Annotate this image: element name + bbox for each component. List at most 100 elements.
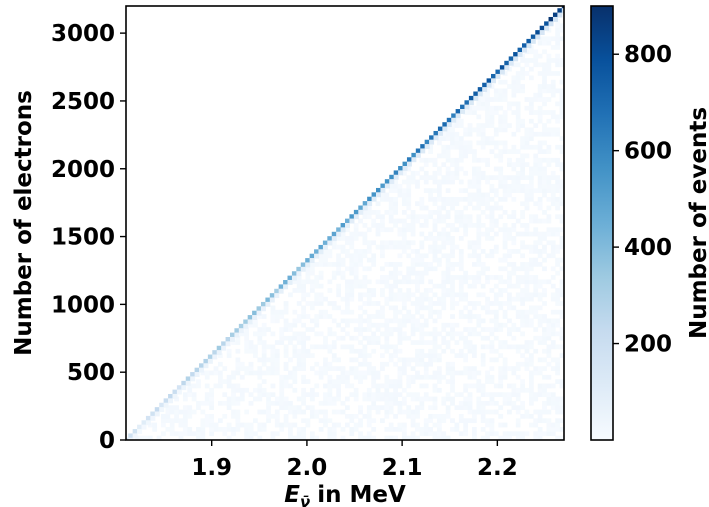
noise-cell [340, 344, 346, 350]
noise-cell [182, 396, 188, 402]
noise-cell [542, 36, 547, 42]
noise-cell [366, 314, 372, 319]
diagonal-edge-cell [398, 170, 404, 176]
noise-cell [524, 387, 530, 393]
noise-cell [428, 418, 433, 424]
noise-cell [305, 327, 311, 332]
diagonal-edge-cell [530, 38, 536, 44]
noise-cell [493, 231, 499, 237]
noise-cell [410, 314, 416, 319]
noise-cell [450, 253, 455, 259]
noise-cell [480, 405, 486, 411]
noise-cell [327, 249, 333, 254]
noise-cell [520, 405, 525, 411]
noise-cell [493, 327, 499, 332]
noise-cell [266, 366, 271, 371]
diagonal-edge-cell [561, 8, 564, 14]
diagonal-edge-cell [429, 139, 435, 145]
noise-cell [511, 223, 517, 228]
noise-cell [200, 422, 206, 428]
noise-cell [358, 253, 363, 259]
noise-cell [546, 227, 552, 233]
diagonal-cell [530, 34, 536, 40]
noise-cell [296, 283, 302, 289]
noise-cell [253, 348, 258, 354]
noise-cell [480, 435, 486, 440]
noise-cell [476, 331, 482, 337]
noise-cell [480, 105, 486, 111]
noise-cell [520, 188, 525, 194]
noise-cell [380, 223, 385, 228]
noise-cell [423, 426, 429, 432]
noise-cell [393, 283, 398, 289]
noise-cell [528, 383, 534, 389]
noise-cell [458, 288, 464, 293]
noise-cell [345, 279, 350, 285]
diagonal-cell [265, 297, 271, 303]
noise-cell [384, 318, 390, 324]
noise-cell [248, 435, 254, 440]
noise-cell [498, 327, 504, 332]
noise-cell [546, 71, 552, 76]
noise-cell [515, 231, 521, 237]
noise-cell [397, 231, 403, 237]
diagonal-cell [126, 437, 129, 440]
noise-cell [410, 327, 416, 332]
noise-cell [292, 370, 298, 376]
noise-cell [432, 201, 438, 207]
noise-cell [432, 400, 438, 406]
noise-cell [253, 418, 258, 424]
noise-cell [279, 396, 285, 402]
noise-cell [436, 231, 442, 237]
noise-cell [467, 218, 473, 224]
noise-cell [476, 257, 482, 263]
noise-cell [436, 435, 442, 440]
noise-cell [296, 331, 302, 337]
noise-cell [515, 183, 521, 189]
diagonal-edge-cell [389, 179, 395, 185]
noise-cell [555, 175, 561, 180]
noise-cell [528, 58, 534, 63]
noise-cell [454, 353, 460, 358]
noise-cell [537, 157, 543, 163]
noise-cell [445, 127, 451, 133]
noise-cell [472, 370, 477, 376]
noise-cell [340, 309, 346, 315]
noise-cell [388, 214, 394, 220]
noise-cell [546, 144, 552, 150]
noise-cell [546, 374, 552, 380]
noise-cell [502, 149, 508, 154]
diagonal-cell [163, 398, 169, 404]
noise-cell [485, 275, 490, 280]
noise-cell [542, 175, 547, 180]
noise-cell [546, 53, 552, 59]
noise-cell [463, 127, 469, 133]
noise-cell [524, 318, 530, 324]
noise-cell [406, 409, 412, 415]
noise-cell [393, 292, 398, 298]
noise-cell [542, 348, 547, 354]
diagonal-edge-cell [336, 231, 342, 237]
diagonal-edge-cell [402, 165, 408, 171]
noise-cell [463, 344, 469, 350]
noise-cell [340, 270, 346, 276]
noise-cell [296, 435, 302, 440]
noise-cell [476, 270, 482, 276]
noise-cell [441, 162, 447, 167]
noise-cell [550, 292, 556, 298]
noise-cell [458, 392, 464, 397]
noise-cell [445, 435, 451, 440]
noise-cell [502, 366, 508, 371]
noise-cell [476, 183, 482, 189]
noise-cell [485, 201, 490, 207]
noise-cell [454, 157, 460, 163]
noise-cell [550, 405, 556, 411]
noise-cell [476, 409, 482, 415]
noise-cell [480, 170, 486, 176]
noise-cell [533, 244, 539, 250]
noise-cell [450, 292, 455, 298]
noise-cell [161, 431, 166, 437]
noise-cell [528, 192, 534, 198]
noise-cell [493, 357, 499, 363]
noise-cell [533, 396, 539, 402]
